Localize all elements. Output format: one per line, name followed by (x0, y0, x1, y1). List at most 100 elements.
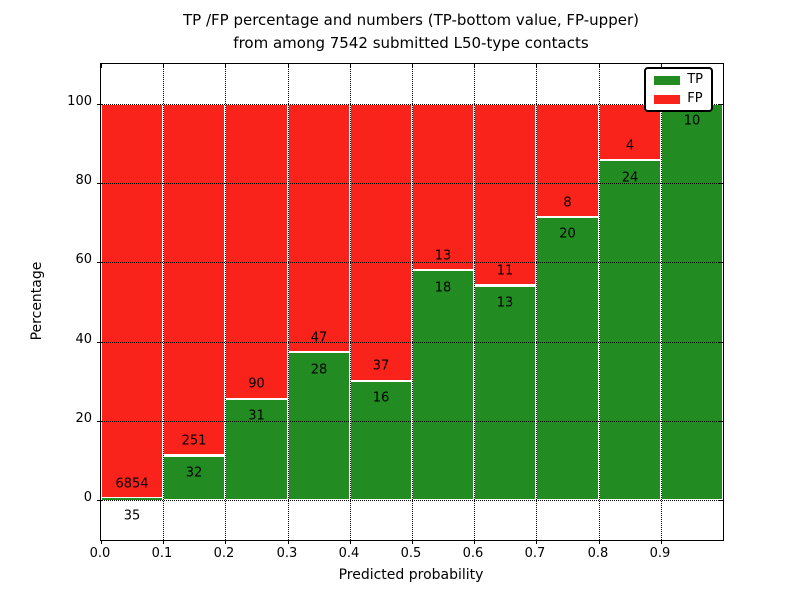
y-tick-label: 60 (75, 252, 92, 268)
x-tick-label: 0.0 (89, 546, 111, 561)
x-tick-mark (350, 540, 351, 544)
fp-bar-segment (288, 103, 350, 353)
x-tick-mark-top (536, 64, 537, 68)
y-tick-label: 20 (75, 411, 92, 426)
tp-count-label: 20 (559, 226, 576, 242)
x-tick-mark-top (350, 64, 351, 68)
tp-bar-segment (163, 455, 225, 501)
chart-title: TP /FP percentage and numbers (TP-bottom… (89, 9, 733, 55)
tp-count-label: 13 (496, 295, 514, 311)
y-tick-mark (97, 500, 101, 502)
tp-bar-segment (536, 217, 599, 501)
x-tick-mark (225, 540, 226, 544)
x-tick-mark (599, 540, 600, 544)
fp-count-label: 37 (372, 358, 390, 374)
y-tick-mark (97, 341, 101, 343)
legend: TP FP (644, 67, 713, 112)
fp-count-label: 251 (181, 433, 207, 449)
y-tick-label: 40 (75, 331, 92, 347)
tp-legend-swatch (654, 75, 681, 85)
x-tick-mark (163, 540, 164, 544)
y-tick-mark (97, 183, 101, 184)
y-tick-mark-right (719, 183, 723, 184)
y-tick-mark-right (719, 421, 723, 422)
fp-bar-segment (101, 103, 163, 499)
legend-row: FP (654, 92, 703, 106)
x-tick-label: 0.7 (524, 546, 546, 561)
x-gridline (474, 64, 475, 540)
y-tick-mark (97, 421, 101, 422)
tp-bar-segment (101, 498, 163, 501)
x-gridline (661, 64, 662, 540)
fp-bar-segment (163, 103, 225, 456)
x-tick-mark (412, 540, 413, 544)
legend-row: TP (654, 73, 703, 87)
x-axis-label: Predicted probability (338, 567, 484, 583)
fp-bar-segment (350, 103, 412, 381)
chart-title-line2: from among 7542 submitted L50-type conta… (233, 34, 589, 52)
fp-bar-segment (225, 103, 288, 399)
fp-count-label: 90 (248, 376, 265, 392)
tp-count-label: 28 (310, 362, 328, 378)
y-axis-label: Percentage (29, 261, 45, 341)
x-tick-mark (101, 540, 102, 544)
x-gridline (599, 64, 600, 540)
tp-count-label: 31 (248, 408, 265, 424)
x-tick-label: 0.2 (213, 546, 235, 561)
tp-count-label: 18 (434, 280, 452, 295)
x-tick-label: 0.9 (649, 546, 671, 561)
y-tick-mark (97, 262, 101, 264)
x-gridline (412, 64, 413, 540)
x-tick-mark-top (661, 64, 662, 68)
plot-area: TP FP 6854 35 251 32 90 31 47 28 37 16 13 18 11 13 8 20 4… (97, 63, 724, 544)
x-tick-mark-top (288, 64, 289, 68)
tp-bar-segment (225, 398, 288, 501)
x-tick-label: 0.3 (276, 546, 298, 561)
fp-count-label: 6854 (115, 476, 149, 492)
y-tick-mark-right (719, 103, 723, 105)
tp-bar-segment (412, 270, 474, 501)
fp-count-label: 8 (563, 195, 572, 211)
x-tick-mark (474, 540, 475, 544)
x-tick-mark-top (599, 64, 600, 68)
x-tick-mark (288, 540, 289, 544)
legend-label: TP (687, 72, 703, 87)
x-tick-label: 0.4 (338, 546, 360, 561)
x-gridline (288, 64, 289, 540)
x-tick-mark-top (412, 64, 413, 68)
tp-bar-segment (288, 352, 350, 501)
x-gridline (225, 64, 226, 540)
x-tick-mark-top (225, 64, 226, 68)
fp-count-label: 11 (496, 263, 514, 279)
x-tick-mark (536, 540, 537, 544)
tp-bar-segment (599, 160, 661, 501)
x-gridline (163, 64, 164, 540)
x-tick-label: 0.6 (462, 546, 484, 561)
x-gridline (350, 64, 351, 540)
x-tick-label: 0.5 (400, 546, 422, 561)
y-tick-mark-right (719, 500, 723, 502)
chart-title-line1: TP /FP percentage and numbers (TP-bottom… (183, 11, 639, 29)
fp-legend-swatch (654, 94, 681, 104)
y-tick-label: 100 (67, 93, 92, 109)
fp-count-label: 4 (625, 138, 635, 154)
y-tick-mark (97, 103, 101, 105)
x-tick-label: 0.8 (587, 546, 609, 561)
legend-label: FP (687, 91, 703, 106)
fp-bar-segment (412, 103, 474, 271)
x-gridline (536, 64, 537, 540)
y-tick-label: 80 (75, 173, 92, 188)
tp-count-label: 32 (185, 465, 203, 481)
y-tick-mark-right (719, 341, 723, 343)
tp-count-label: 35 (123, 508, 141, 524)
tp-bar-segment (474, 285, 536, 501)
x-tick-mark (661, 540, 662, 544)
fp-count-label: 47 (310, 330, 328, 346)
tp-count-label: 10 (683, 113, 701, 129)
y-tick-mark-right (719, 262, 723, 264)
fp-bar-segment (474, 103, 536, 286)
tp-bar-segment (661, 103, 723, 501)
fp-count-label: 13 (434, 248, 452, 264)
x-tick-label: 0.1 (151, 546, 173, 561)
